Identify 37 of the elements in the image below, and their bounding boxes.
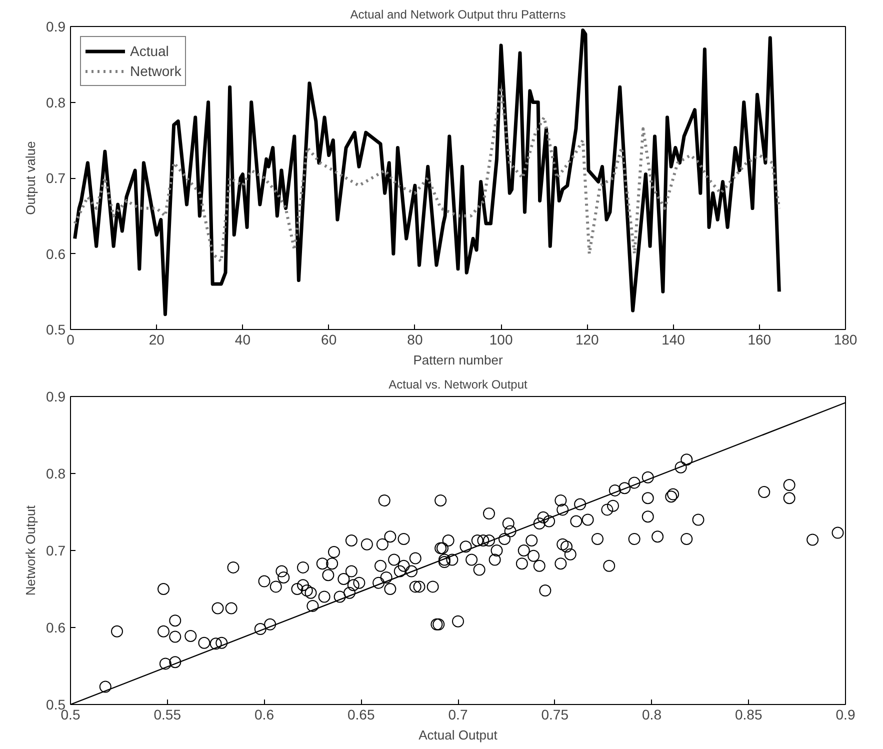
y-axis-title: Network Output	[23, 504, 38, 596]
x-tick-label: 160	[748, 332, 772, 348]
y-tick-label: 0.7	[46, 542, 66, 558]
x-tick-label: 180	[834, 332, 858, 348]
y-tick-label: 0.8	[46, 94, 66, 110]
x-tick-label: 140	[662, 332, 686, 348]
x-tick-label: 0.55	[154, 706, 182, 722]
x-tick-label: 40	[234, 332, 251, 348]
legend-label: Actual	[130, 43, 169, 59]
x-tick-label: 120	[575, 332, 600, 348]
x-tick-label: 0.8	[642, 706, 662, 722]
line-series	[73, 28, 781, 316]
y-tick-label: 0.5	[46, 322, 66, 338]
legend-label: Network	[130, 63, 182, 79]
y-tick-label: 0.6	[46, 246, 66, 262]
x-tick-label: 60	[321, 332, 337, 348]
x-tick-label: 0.85	[735, 706, 762, 722]
x-axis-title: Pattern number	[413, 352, 504, 368]
x-tick-label: 0.75	[541, 706, 569, 722]
y-tick-label: 0.9	[46, 388, 66, 404]
x-tick-label: 0	[66, 332, 75, 348]
chart-title: Actual vs. Network Output	[388, 378, 528, 392]
y-tick-label: 0.8	[46, 466, 66, 482]
x-tick-label: 80	[407, 332, 423, 348]
chart-title: Actual and Network Output thru Patterns	[350, 8, 566, 22]
x-tick-label: 0.7	[448, 706, 468, 722]
x-tick-label: 0.65	[348, 706, 375, 722]
x-axis-title: Actual Output	[418, 728, 498, 742]
y-tick-label: 0.9	[46, 18, 66, 34]
x-tick-label: 0.9	[836, 706, 856, 722]
y-tick-label: 0.6	[46, 620, 66, 636]
x-tick-label: 100	[489, 332, 513, 348]
y-axis-title: Output value	[23, 141, 38, 215]
y-tick-label: 0.7	[46, 170, 66, 186]
line-series	[73, 86, 781, 263]
x-tick-label: 0.6	[254, 706, 274, 722]
x-tick-label: 20	[148, 332, 165, 348]
